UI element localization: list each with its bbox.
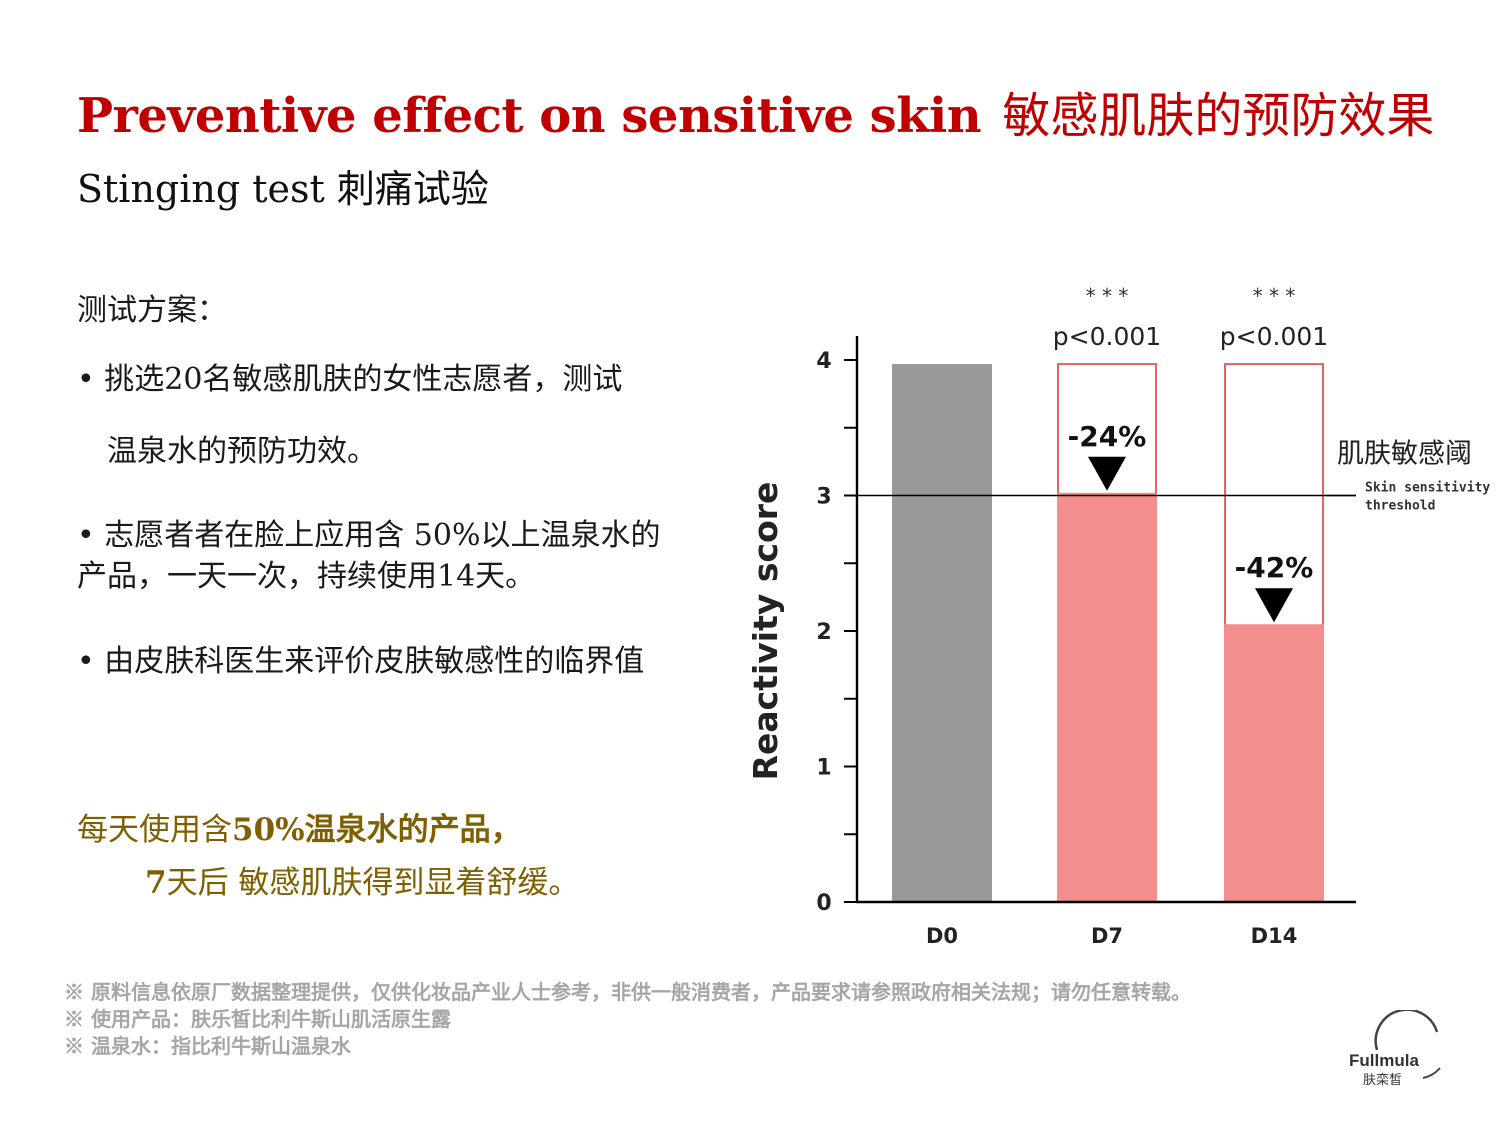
- plan-heading: 测试方案：: [77, 293, 227, 328]
- significance-stars-D7: * * *: [1086, 284, 1129, 308]
- conclusion-line-2-bold: 7: [145, 865, 167, 901]
- down-arrow-icon: [1255, 588, 1293, 623]
- x-label-D0: D0: [926, 924, 958, 948]
- bar-D7: [1057, 492, 1157, 902]
- footnote-3: ※ 温泉水：指比利牛斯山温泉水: [64, 1034, 351, 1058]
- threshold-label-en-2: threshold: [1365, 499, 1435, 514]
- brand-logo: Fullmula 肤栾皙: [1349, 1010, 1441, 1088]
- x-label-D14: D14: [1251, 924, 1298, 948]
- page-title-zh: 敏感肌肤的预防效果: [1002, 88, 1435, 144]
- conclusion-line-2-rest: 天后 敏感肌肤得到显着舒缓。: [166, 865, 580, 901]
- page-title-en: Preventive effect on sensitive skin: [77, 88, 982, 144]
- bars-layer: [892, 363, 1324, 903]
- y-tick-label-0: 0: [816, 891, 831, 916]
- logo-swoosh-icon: [1422, 1067, 1441, 1079]
- conclusion-line-2: 7天后 敏感肌肤得到显着舒缓。: [145, 857, 579, 902]
- y-tick-label-4: 4: [816, 349, 831, 374]
- bullet-2-line-2: 产品，一天一次，持续使用14天。: [77, 559, 536, 594]
- logo-arc-icon: [1374, 1010, 1439, 1051]
- threshold-label-en-1: Skin sensitivity: [1365, 481, 1490, 496]
- bar-D14: [1224, 624, 1324, 902]
- conclusion-line-1-bold: 50%温泉水的产品，: [232, 812, 522, 848]
- threshold-label-zh: 肌肤敏感阈: [1337, 439, 1472, 470]
- down-arrow-icon: [1088, 456, 1126, 491]
- conclusion-line-1: 每天使用含50%温泉水的产品，: [77, 804, 522, 849]
- y-tick-label-1: 1: [816, 756, 831, 781]
- footnote-2: ※ 使用产品：肤乐皙比利牛斯山肌活原生露: [64, 1007, 451, 1031]
- bullet-1-line-2: 温泉水的预防功效。: [107, 434, 377, 469]
- p-value-D7: p<0.001: [1053, 322, 1161, 351]
- reactivity-chart: 0 1 2 3 4 D0 D7 D14 * * * p<0.001 -24% * * * p<0.0…: [746, 284, 1490, 948]
- annotations: * * * p<0.001 -24% * * * p<0.001 -42%: [1053, 284, 1356, 623]
- y-axis-label: Reactivity score: [746, 482, 785, 781]
- x-label-D7: D7: [1091, 924, 1123, 948]
- significance-stars-D14: * * *: [1253, 284, 1296, 308]
- page-title: Preventive effect on sensitive skin 敏感肌肤…: [77, 76, 1434, 146]
- logo-zh: 肤栾皙: [1363, 1072, 1402, 1088]
- bar-D0: [892, 364, 992, 902]
- y-ticks: 0 1 2 3 4: [816, 349, 857, 916]
- bullet-3: • 由皮肤科医生来评价皮肤敏感性的临界值: [77, 644, 645, 679]
- logo-name: Fullmula: [1349, 1051, 1419, 1070]
- bullet-2-line-1: • 志愿者者在脸上应用含 50%以上温泉水的: [77, 518, 661, 553]
- change-label-D7: -24%: [1068, 420, 1147, 453]
- bullet-1-line-1: • 挑选20名敏感肌肤的女性志愿者，测试: [77, 362, 623, 397]
- p-value-D14: p<0.001: [1220, 322, 1328, 351]
- page-subtitle: Stinging test 刺痛试验: [77, 167, 489, 211]
- y-tick-label-3: 3: [816, 485, 831, 510]
- y-tick-label-2: 2: [816, 620, 831, 645]
- change-label-D14: -42%: [1235, 551, 1314, 584]
- x-labels: D0 D7 D14: [926, 924, 1297, 948]
- conclusion-line-1-pre: 每天使用含: [77, 812, 232, 848]
- footnote-1: ※ 原料信息依原厂数据整理提供，仅供化妆品产业人士参考，非供一般消费者，产品要求…: [64, 980, 1191, 1004]
